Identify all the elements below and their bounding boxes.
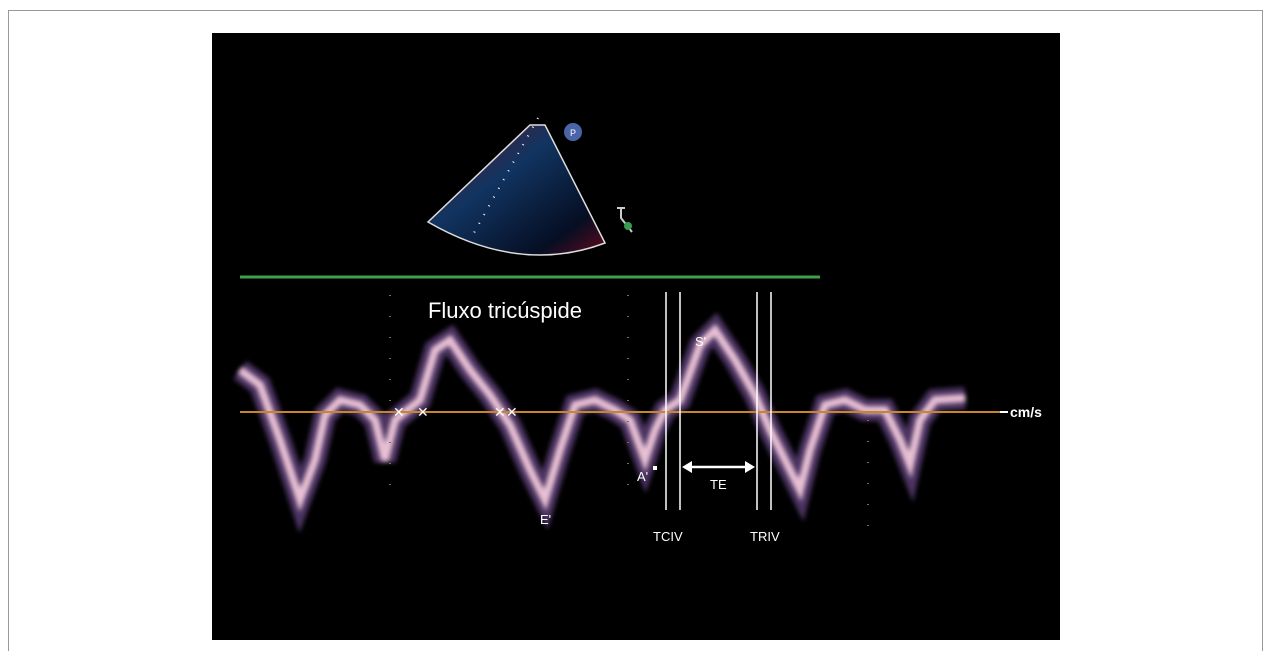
title: Fluxo tricúspide	[428, 298, 582, 323]
tciv-label: TCIV	[653, 529, 683, 544]
triv-label: TRIV	[750, 529, 780, 544]
figure: P Fluxo tricúspide cm/s ✕✕✕✕ S' A' TE E'…	[0, 0, 1269, 651]
svg-text:✕: ✕	[506, 404, 518, 420]
te-label: TE	[710, 477, 727, 492]
unit-label: cm/s	[1010, 404, 1042, 420]
svg-text:✕: ✕	[417, 404, 429, 420]
probe-marker: P	[570, 128, 576, 138]
s-wave-label: S'	[695, 334, 706, 349]
e-wave-label: E'	[540, 512, 551, 527]
a-wave-label: A'	[637, 469, 648, 484]
a-marker	[653, 466, 657, 470]
page: {"image": {"title": "Fluxo tricúspide", …	[0, 0, 1269, 651]
svg-text:✕: ✕	[393, 404, 405, 420]
ultrasound-image	[212, 33, 1060, 640]
svg-text:✕: ✕	[494, 404, 506, 420]
